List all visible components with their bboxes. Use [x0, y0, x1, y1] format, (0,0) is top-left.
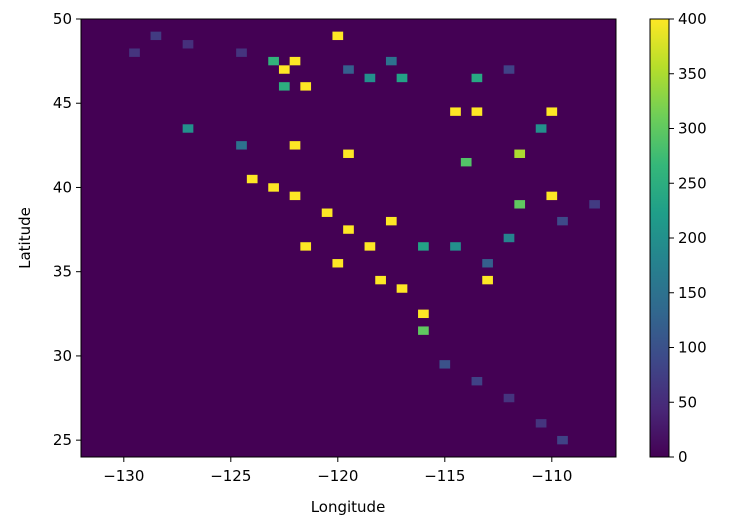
heatmap-cell — [129, 48, 140, 57]
colorbar-tick-label: 200 — [678, 229, 707, 247]
heatmap-cell — [503, 233, 515, 243]
heatmap-cell — [364, 73, 376, 83]
colorbar-tick-label: 250 — [678, 174, 707, 192]
colorbar-tick-label: 100 — [678, 339, 707, 357]
heatmap-cell — [482, 275, 493, 285]
colorbar-tick-label: 150 — [678, 284, 707, 302]
heatmap-cell — [535, 124, 547, 133]
heatmap-cell — [396, 73, 408, 83]
heatmap-cell — [150, 31, 162, 41]
heatmap-cell — [236, 48, 247, 57]
colorbar — [650, 19, 669, 457]
heatmap-cell — [482, 259, 493, 268]
heatmap-cell — [289, 191, 301, 201]
y-tick-label: 25 — [53, 431, 72, 449]
colorbar-tick-label: 300 — [678, 120, 707, 138]
colorbar-tick-label: 50 — [678, 393, 697, 411]
heatmap-cell — [396, 284, 408, 293]
heatmap-cell — [503, 65, 515, 74]
heatmap-cell — [289, 141, 301, 150]
heatmap-cell — [535, 419, 547, 428]
y-tick-label: 30 — [53, 347, 72, 365]
heatmap-cell — [471, 107, 483, 116]
heatmap-cell — [557, 216, 568, 226]
heatmap-cell — [418, 326, 429, 335]
y-tick-label: 45 — [53, 94, 72, 112]
heatmap-cell — [332, 259, 344, 268]
heatmap-cell — [278, 65, 290, 74]
heatmap-cell — [268, 183, 279, 192]
colorbar-tick-label: 0 — [678, 448, 688, 466]
y-tick-label: 35 — [53, 263, 72, 281]
heatmap-cell — [385, 216, 397, 226]
x-axis-label: Longitude — [311, 498, 386, 516]
heatmap-cell — [546, 191, 558, 201]
heatmap-cell — [514, 200, 526, 209]
heatmap-cell — [182, 40, 194, 49]
heatmap-cell — [300, 242, 312, 251]
colorbar-tick-label: 350 — [678, 65, 707, 83]
plot-frame — [80, 18, 617, 458]
heatmap-cell — [450, 107, 461, 116]
x-tick-label: −130 — [103, 467, 144, 485]
heatmap-cell — [471, 73, 483, 83]
heatmap-background — [81, 19, 616, 457]
heatmap-cell — [589, 200, 600, 209]
heatmap-cell — [289, 56, 301, 66]
heatmap-cell — [439, 360, 451, 369]
heatmap-cell — [514, 149, 526, 158]
heatmap-cell — [343, 225, 354, 234]
heatmap-cell — [321, 208, 333, 217]
heatmap-cell — [332, 31, 344, 41]
heatmap-cell — [557, 435, 568, 445]
x-tick-label: −115 — [424, 467, 465, 485]
heatmap-cell — [503, 393, 515, 403]
heatmap-cell — [236, 141, 247, 150]
heatmap-cell — [300, 82, 312, 91]
y-tick-label: 50 — [53, 10, 72, 28]
heatmap-cell — [343, 149, 354, 158]
heatmap-cell — [450, 242, 461, 251]
x-tick-label: −120 — [317, 467, 358, 485]
heatmap-cell — [460, 157, 472, 167]
heatmap-cell — [418, 309, 429, 319]
heatmap-cell — [471, 376, 483, 386]
y-tick-label: 40 — [53, 178, 72, 196]
heatmap-cell — [418, 242, 429, 251]
heatmap-cell — [278, 82, 290, 91]
heatmap-cell — [246, 174, 258, 184]
x-tick-label: −110 — [531, 467, 572, 485]
heatmap-cell — [364, 242, 376, 251]
heatmap-cell — [385, 56, 397, 66]
heatmap-cell — [375, 275, 386, 285]
heatmap-cell — [546, 107, 558, 116]
colorbar-tick-label: 400 — [678, 10, 707, 28]
heatmap-cell — [182, 124, 194, 133]
x-tick-label: −125 — [210, 467, 251, 485]
heatmap-cell — [343, 65, 354, 74]
heatmap-cell — [268, 56, 279, 66]
y-axis-label: Latitude — [16, 207, 34, 269]
